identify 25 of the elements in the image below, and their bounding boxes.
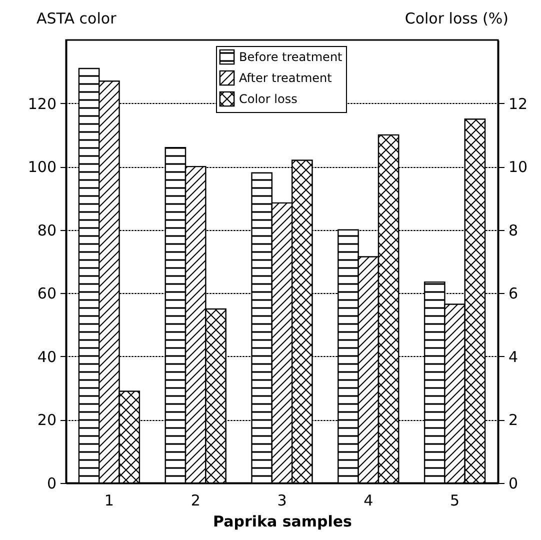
y2-tick-label: 12 (508, 94, 528, 113)
x-axis-title: Paprika samples (213, 512, 352, 530)
y2-tick-label: 8 (508, 221, 518, 240)
x-tick-label: 2 (190, 492, 200, 510)
legend-label: After treatment (239, 71, 332, 85)
y2-tick-label: 0 (508, 474, 518, 492)
y2-tick-label: 10 (508, 158, 528, 176)
y-tick-label: 0 (46, 474, 56, 492)
x-tick-label: 3 (277, 492, 287, 510)
y-tick-label: 80 (37, 221, 56, 240)
legend-label: Color loss (239, 92, 298, 106)
y-tick-label: 120 (28, 94, 56, 113)
y2-tick-label: 2 (508, 411, 518, 430)
y-axis-title: ASTA color (36, 10, 118, 28)
y-tick-label: 60 (37, 284, 56, 303)
y2-tick-label: 4 (508, 348, 518, 366)
y2-tick-label: 6 (508, 284, 518, 303)
y-tick-label: 20 (37, 411, 56, 430)
x-tick-label: 4 (364, 492, 374, 510)
y-tick-label: 40 (37, 348, 56, 366)
y-tick-label: 100 (28, 158, 56, 176)
y2-axis-title: Color loss (%) (404, 10, 508, 28)
x-tick-label: 5 (450, 492, 460, 510)
legend-label: Before treatment (239, 50, 343, 64)
x-tick-label: 1 (104, 492, 114, 510)
